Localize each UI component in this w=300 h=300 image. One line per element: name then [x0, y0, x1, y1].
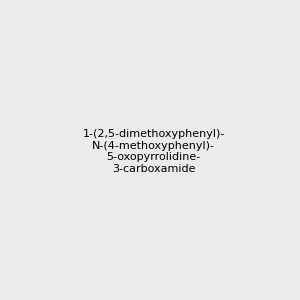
Text: 1-(2,5-dimethoxyphenyl)-
N-(4-methoxyphenyl)-
5-oxopyrrolidine-
3-carboxamide: 1-(2,5-dimethoxyphenyl)- N-(4-methoxyphe…: [82, 129, 225, 174]
